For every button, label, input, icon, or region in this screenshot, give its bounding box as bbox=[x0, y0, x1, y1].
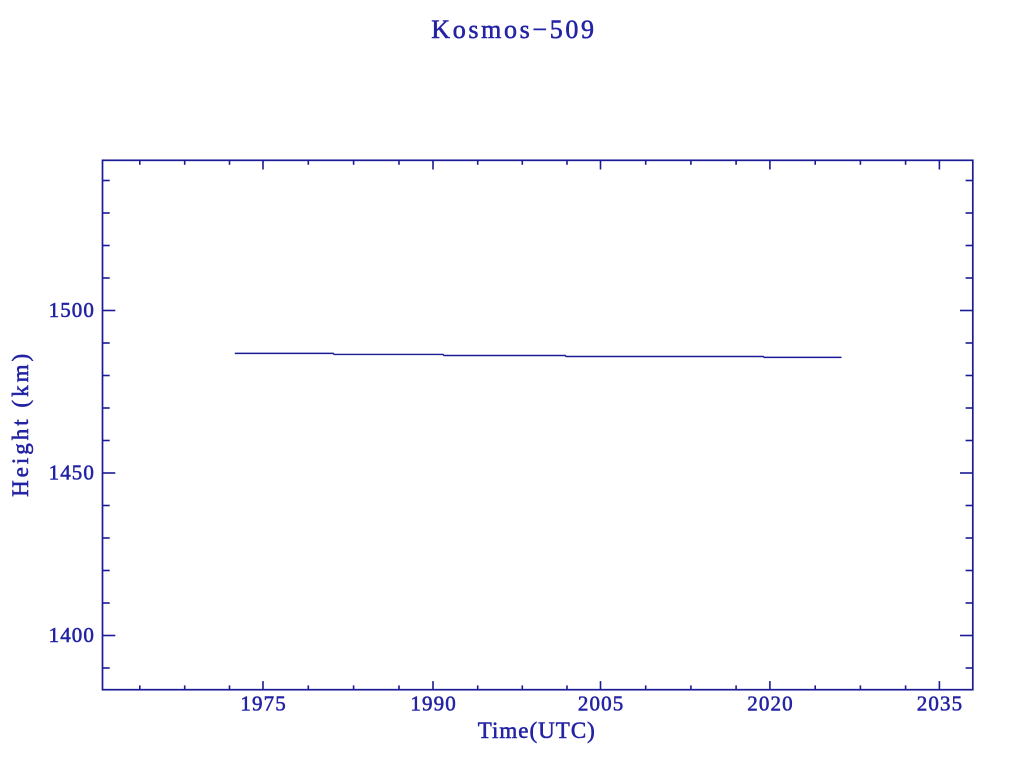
svg-text:1400: 1400 bbox=[49, 623, 95, 647]
svg-text:2035: 2035 bbox=[917, 691, 963, 715]
svg-text:1990: 1990 bbox=[410, 691, 456, 715]
svg-text:1450: 1450 bbox=[49, 460, 95, 484]
svg-text:2020: 2020 bbox=[747, 691, 793, 715]
svg-text:1500: 1500 bbox=[49, 298, 95, 322]
svg-text:Time(UTC): Time(UTC) bbox=[478, 718, 596, 743]
svg-text:Height (km): Height (km) bbox=[8, 351, 33, 497]
svg-text:2005: 2005 bbox=[578, 691, 624, 715]
svg-text:Kosmos−509: Kosmos−509 bbox=[431, 15, 596, 44]
svg-text:1975: 1975 bbox=[240, 691, 286, 715]
